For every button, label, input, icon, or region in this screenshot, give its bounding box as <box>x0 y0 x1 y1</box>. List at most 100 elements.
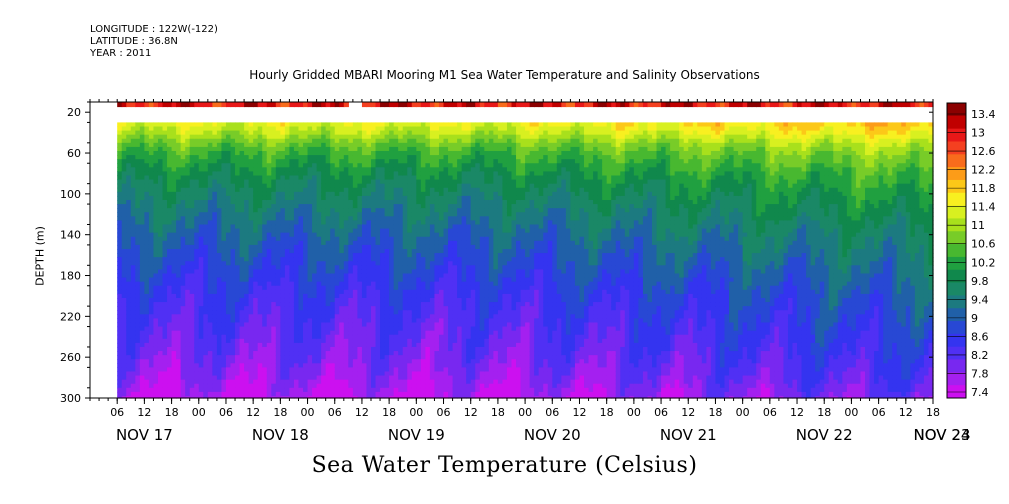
temperature-cell <box>171 387 177 393</box>
temperature-cell <box>244 150 250 156</box>
temperature-cell <box>425 167 431 172</box>
temperature-cell <box>239 208 245 213</box>
temperature-cell <box>411 363 417 368</box>
temperature-cell <box>171 334 177 340</box>
temperature-cell <box>407 261 413 266</box>
temperature-cell <box>144 334 150 340</box>
temperature-cell <box>312 314 318 319</box>
temperature-cell <box>334 318 340 324</box>
temperature-cell <box>416 134 422 140</box>
temperature-cell <box>416 330 422 336</box>
temperature-cell <box>348 359 354 364</box>
temperature-cell <box>203 257 209 262</box>
temperature-cell <box>203 269 209 275</box>
temperature-cell <box>167 351 173 356</box>
temperature-cell <box>298 302 304 307</box>
temperature-cell <box>375 293 381 299</box>
temperature-cell <box>185 338 191 344</box>
temperature-cell <box>375 351 381 356</box>
temperature-cell <box>203 191 209 197</box>
temperature-cell <box>293 281 300 287</box>
temperature-cell <box>212 220 218 226</box>
temperature-cell <box>167 326 173 332</box>
temperature-cell <box>366 248 372 254</box>
temperature-cell <box>357 212 363 217</box>
temperature-cell <box>135 175 141 181</box>
temperature-cell <box>180 244 186 250</box>
temperature-cell <box>212 208 218 213</box>
temperature-cell <box>316 314 322 319</box>
temperature-cell <box>185 171 191 177</box>
temperature-cell <box>189 187 195 193</box>
temperature-cell <box>375 383 381 389</box>
temperature-cell <box>420 204 426 209</box>
temperature-cell <box>185 322 191 328</box>
temperature-cell <box>275 367 281 373</box>
temperature-cell <box>343 216 349 221</box>
temperature-cell <box>198 318 204 324</box>
temperature-cell <box>139 244 145 250</box>
temperature-cell <box>239 195 245 201</box>
temperature-cell <box>284 318 291 324</box>
temperature-cell <box>384 220 390 226</box>
temperature-cell <box>280 208 286 213</box>
temperature-cell <box>198 146 204 152</box>
temperature-cell <box>225 159 232 164</box>
temperature-cell <box>153 306 159 311</box>
temperature-cell <box>253 220 259 226</box>
temperature-cell <box>144 281 150 287</box>
temperature-cell <box>389 359 395 364</box>
temperature-cell <box>420 346 426 352</box>
temperature-cell <box>420 355 426 360</box>
temperature-cell <box>420 330 426 336</box>
temperature-cell <box>380 142 386 148</box>
temperature-cell <box>135 216 141 221</box>
temperature-cell <box>434 163 440 168</box>
temperature-cell <box>198 220 204 226</box>
temperature-cell <box>420 187 426 193</box>
temperature-cell <box>443 395 449 399</box>
temperature-cell <box>180 248 186 254</box>
temperature-cell <box>130 204 136 209</box>
temperature-cell <box>334 330 340 336</box>
temperature-cell <box>148 138 155 144</box>
temperature-cell <box>429 163 436 168</box>
temperature-cell <box>348 257 354 262</box>
temperature-cell <box>407 285 413 291</box>
temperature-cell <box>239 306 245 311</box>
temperature-cell <box>262 244 268 250</box>
temperature-cell <box>121 240 127 246</box>
temperature-cell <box>248 224 254 230</box>
temperature-cell <box>216 240 223 246</box>
temperature-cell <box>266 269 272 275</box>
temperature-cell <box>117 355 123 360</box>
temperature-cell <box>244 342 250 348</box>
temperature-cell <box>312 367 318 373</box>
temperature-cell <box>429 204 436 209</box>
temperature-cell <box>253 195 259 201</box>
temperature-cell <box>402 163 408 168</box>
temperature-cell <box>275 138 281 144</box>
temperature-cell <box>371 281 377 287</box>
temperature-cell <box>284 363 291 368</box>
temperature-cell <box>384 191 390 197</box>
temperature-cell <box>148 306 155 311</box>
temperature-cell <box>352 273 358 279</box>
temperature-cell <box>148 208 155 213</box>
temperature-cell <box>330 269 336 275</box>
temperature-cell <box>244 195 250 201</box>
temperature-cell <box>389 387 395 393</box>
temperature-cell <box>330 244 336 250</box>
temperature-cell <box>361 191 368 197</box>
temperature-cell <box>443 179 449 185</box>
temperature-cell <box>357 334 363 340</box>
temperature-cell <box>316 261 322 266</box>
temperature-cell <box>185 142 191 148</box>
temperature-cell <box>438 318 445 324</box>
temperature-cell <box>434 179 440 185</box>
temperature-cell <box>130 318 136 324</box>
temperature-cell <box>420 208 426 213</box>
temperature-cell <box>194 351 200 356</box>
temperature-cell <box>180 122 186 128</box>
temperature-cell <box>438 142 445 148</box>
